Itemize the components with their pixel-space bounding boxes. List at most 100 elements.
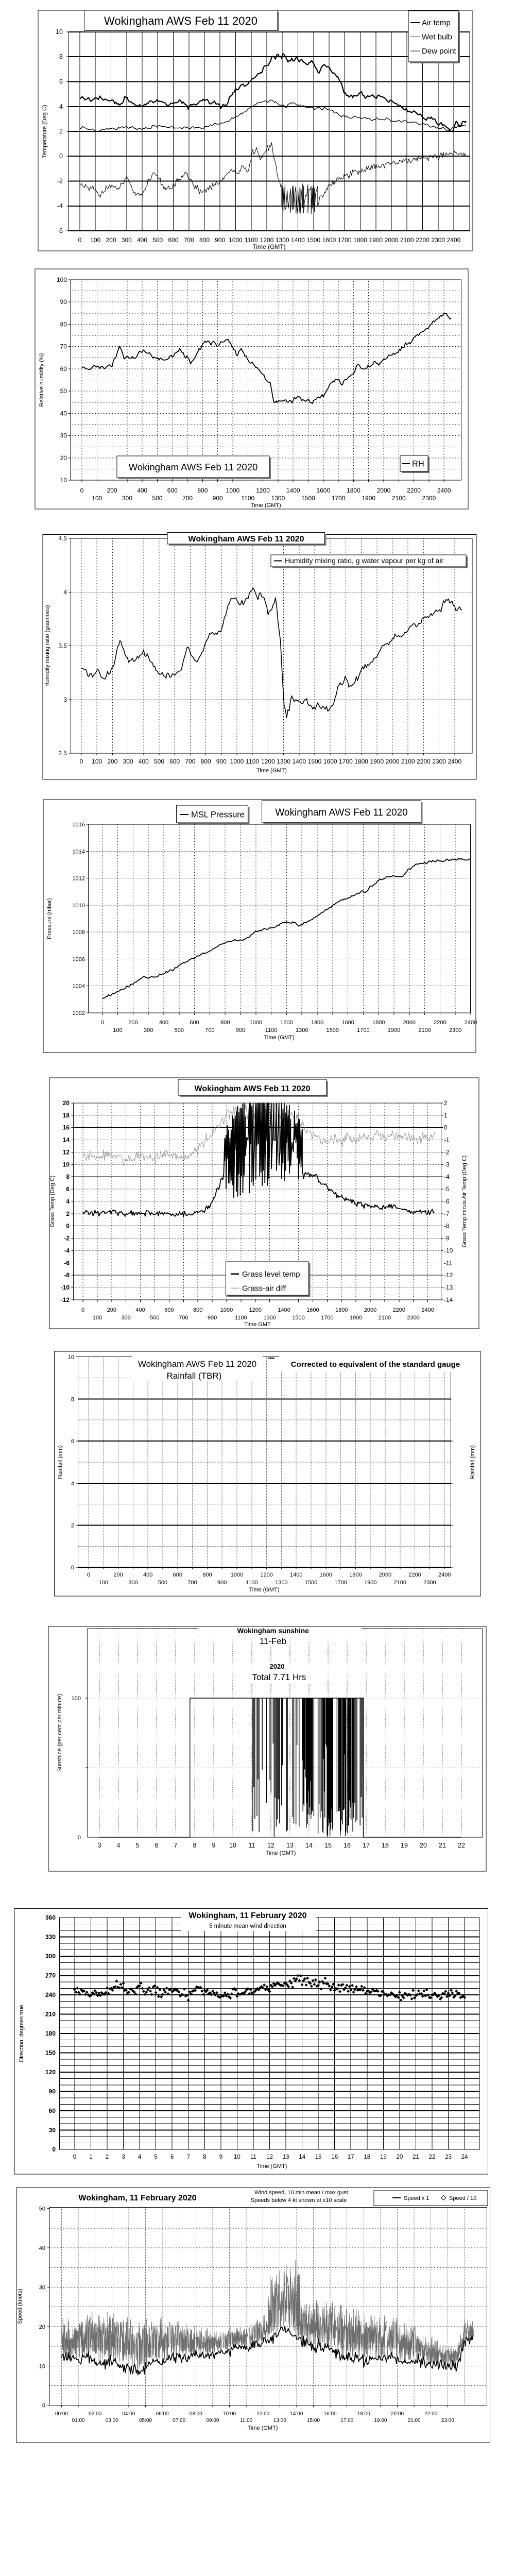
svg-text:1000: 1000 xyxy=(226,487,240,494)
svg-text:2100: 2100 xyxy=(392,495,406,502)
svg-text:2300: 2300 xyxy=(431,236,445,244)
svg-text:500: 500 xyxy=(175,1027,184,1033)
svg-text:12:00: 12:00 xyxy=(256,2411,269,2417)
svg-text:1800: 1800 xyxy=(372,1020,385,1026)
svg-text:1000: 1000 xyxy=(231,1572,243,1578)
svg-text:90: 90 xyxy=(60,298,67,306)
svg-text:Air temp: Air temp xyxy=(422,19,451,27)
svg-text:Speed x 1: Speed x 1 xyxy=(404,2195,430,2201)
svg-text:200: 200 xyxy=(113,1572,123,1578)
svg-text:80: 80 xyxy=(60,321,67,328)
svg-text:Time (GMT): Time (GMT) xyxy=(249,1587,280,1593)
svg-text:1000: 1000 xyxy=(220,1307,233,1313)
svg-text:9: 9 xyxy=(212,1842,216,1849)
svg-text:-12: -12 xyxy=(444,1272,453,1279)
svg-text:4: 4 xyxy=(138,2154,142,2160)
svg-text:0: 0 xyxy=(101,1020,104,1026)
svg-text:700: 700 xyxy=(179,1315,188,1321)
svg-text:-8: -8 xyxy=(64,1272,70,1279)
svg-text:2020: 2020 xyxy=(270,1663,285,1670)
svg-text:2400: 2400 xyxy=(438,1572,451,1578)
svg-text:-13: -13 xyxy=(444,1284,453,1291)
svg-text:40: 40 xyxy=(39,2245,45,2251)
svg-text:210: 210 xyxy=(45,2011,56,2018)
svg-text:1500: 1500 xyxy=(327,1027,339,1033)
svg-text:2: 2 xyxy=(59,128,63,135)
svg-text:Time (GMT): Time (GMT) xyxy=(248,2425,278,2431)
svg-text:60: 60 xyxy=(60,365,67,372)
svg-text:5 minute mean wind direction: 5 minute mean wind direction xyxy=(209,1923,286,1929)
svg-text:2: 2 xyxy=(71,1523,74,1529)
svg-text:1000: 1000 xyxy=(250,1020,262,1026)
svg-text:240: 240 xyxy=(45,1991,56,1998)
svg-text:500: 500 xyxy=(154,758,164,765)
svg-text:180: 180 xyxy=(45,2030,56,2037)
svg-text:900: 900 xyxy=(216,758,227,765)
svg-text:9: 9 xyxy=(219,2154,222,2160)
svg-text:10: 10 xyxy=(234,2154,241,2160)
svg-text:Wokingham, 11 February 2020: Wokingham, 11 February 2020 xyxy=(78,2194,196,2202)
svg-text:6: 6 xyxy=(155,1842,159,1849)
svg-text:900: 900 xyxy=(217,1580,227,1586)
svg-text:2100: 2100 xyxy=(418,1027,431,1033)
svg-text:1300: 1300 xyxy=(296,1027,308,1033)
svg-text:5: 5 xyxy=(154,2154,157,2160)
svg-text:900: 900 xyxy=(213,495,223,502)
svg-text:2100: 2100 xyxy=(379,1315,391,1321)
svg-text:0: 0 xyxy=(87,1572,90,1578)
svg-text:600: 600 xyxy=(164,1307,174,1313)
svg-text:18: 18 xyxy=(63,1112,70,1119)
svg-text:1900: 1900 xyxy=(370,758,384,765)
svg-text:10: 10 xyxy=(39,2363,45,2369)
svg-text:200: 200 xyxy=(107,487,117,494)
svg-text:-14: -14 xyxy=(444,1296,453,1303)
svg-text:Time (GMT): Time (GMT) xyxy=(256,768,287,774)
svg-text:800: 800 xyxy=(197,487,208,494)
svg-text:6: 6 xyxy=(66,1185,70,1193)
svg-text:50: 50 xyxy=(39,2206,45,2212)
svg-text:90: 90 xyxy=(49,2088,56,2095)
svg-text:360: 360 xyxy=(45,1914,56,1921)
svg-text:18: 18 xyxy=(382,1842,389,1849)
svg-text:100: 100 xyxy=(92,758,102,765)
svg-text:700: 700 xyxy=(182,495,193,502)
svg-text:18:00: 18:00 xyxy=(357,2411,370,2417)
svg-text:1002: 1002 xyxy=(73,1010,85,1016)
svg-text:-2: -2 xyxy=(444,1149,450,1156)
svg-text:0: 0 xyxy=(71,1565,74,1571)
svg-text:1100: 1100 xyxy=(241,495,254,502)
svg-text:08:00: 08:00 xyxy=(190,2411,202,2417)
svg-text:100: 100 xyxy=(93,1315,102,1321)
svg-text:RH: RH xyxy=(412,460,424,469)
svg-text:1500: 1500 xyxy=(292,1315,304,1321)
svg-text:800: 800 xyxy=(202,1572,212,1578)
svg-text:1900: 1900 xyxy=(350,1315,362,1321)
svg-text:500: 500 xyxy=(152,495,162,502)
svg-text:Wokingham AWS Feb 11 2020: Wokingham AWS Feb 11 2020 xyxy=(138,1359,256,1369)
svg-text:Wokingham sunshine: Wokingham sunshine xyxy=(237,1627,309,1635)
svg-text:6: 6 xyxy=(71,1438,74,1445)
svg-text:16: 16 xyxy=(344,1842,351,1849)
svg-text:2400: 2400 xyxy=(447,236,461,244)
svg-text:1700: 1700 xyxy=(321,1315,333,1321)
svg-text:0: 0 xyxy=(59,152,63,160)
svg-text:600: 600 xyxy=(173,1572,182,1578)
svg-text:30: 30 xyxy=(49,2127,56,2134)
svg-text:Wokingham AWS Feb 11 2020: Wokingham AWS Feb 11 2020 xyxy=(129,462,258,472)
svg-text:700: 700 xyxy=(205,1027,214,1033)
svg-text:0: 0 xyxy=(444,1124,448,1131)
svg-text:09:00: 09:00 xyxy=(206,2418,219,2424)
svg-text:Rainfall (TBR): Rainfall (TBR) xyxy=(167,1371,222,1381)
svg-text:1: 1 xyxy=(444,1112,448,1119)
svg-text:0: 0 xyxy=(78,1835,81,1841)
svg-text:20: 20 xyxy=(39,2324,45,2330)
svg-text:600: 600 xyxy=(190,1020,199,1026)
svg-text:1700: 1700 xyxy=(332,495,346,502)
svg-text:300: 300 xyxy=(122,1315,131,1321)
svg-text:1500: 1500 xyxy=(301,495,315,502)
svg-text:-4: -4 xyxy=(444,1173,450,1180)
svg-text:2: 2 xyxy=(106,2154,109,2160)
svg-text:800: 800 xyxy=(199,236,210,244)
svg-text:1400: 1400 xyxy=(291,236,305,244)
svg-text:1300: 1300 xyxy=(277,758,290,765)
